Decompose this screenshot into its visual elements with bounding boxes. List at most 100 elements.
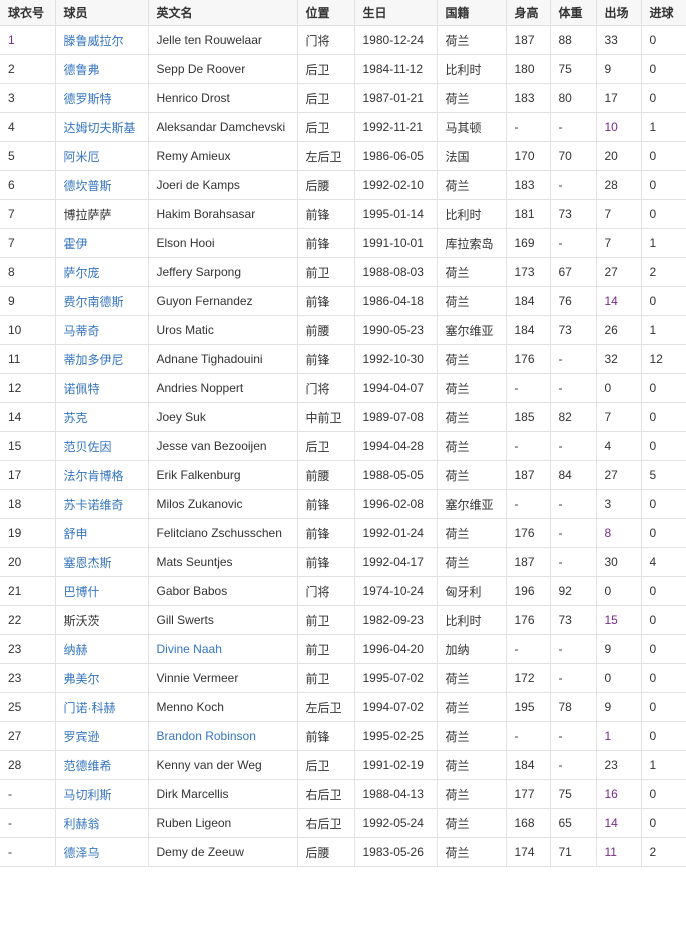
cell-weight: 73 — [549, 199, 597, 229]
cell-height: 185 — [505, 402, 551, 432]
cell-number: 9 — [0, 286, 56, 316]
cell-english-name: Jelle ten Rouwelaar — [147, 25, 298, 55]
cell-appearances: 10 — [595, 112, 642, 142]
cell-height: 172 — [505, 663, 551, 693]
cell-weight: - — [549, 547, 597, 577]
player-link[interactable]: 范贝佐因 — [63, 439, 112, 454]
player-link[interactable]: 罗宾逊 — [63, 729, 100, 744]
cell-birthday: 1996-04-20 — [353, 634, 438, 664]
cell-height: 181 — [505, 199, 551, 229]
column-header-goals: 进球 — [640, 0, 686, 26]
cell-weight: 84 — [549, 460, 597, 490]
appearances-link[interactable]: 16 — [604, 787, 618, 801]
cell-birthday: 1986-04-18 — [353, 286, 438, 316]
appearances-link[interactable]: 1 — [604, 729, 612, 743]
player-link[interactable]: 舒申 — [63, 526, 88, 541]
player-link[interactable]: 门诺·科赫 — [63, 700, 116, 715]
player-link[interactable]: 苏卡诺维奇 — [63, 497, 124, 512]
cell-position: 左后卫 — [296, 141, 355, 171]
player-link[interactable]: 诺佩特 — [63, 381, 100, 396]
appearances-link[interactable]: 14 — [604, 816, 618, 830]
cell-player: 德罗斯特 — [54, 83, 149, 113]
player-link[interactable]: 马切利斯 — [63, 787, 112, 802]
player-link[interactable]: 马蒂奇 — [63, 323, 100, 338]
english-name-link[interactable]: Divine Naah — [156, 642, 222, 656]
cell-english-name: Demy de Zeeuw — [147, 837, 298, 867]
cell-number: 7 — [0, 199, 56, 229]
cell-player: 舒申 — [54, 518, 149, 548]
cell-weight: 73 — [549, 315, 597, 345]
cell-nationality: 匈牙利 — [436, 576, 507, 606]
cell-birthday: 1992-02-10 — [353, 170, 438, 200]
appearances-link[interactable]: 15 — [604, 613, 618, 627]
cell-nationality: 荷兰 — [436, 750, 507, 780]
cell-appearances: 3 — [595, 489, 642, 519]
cell-birthday: 1974-10-24 — [353, 576, 438, 606]
cell-nationality: 荷兰 — [436, 431, 507, 461]
cell-player: 塞恩杰斯 — [54, 547, 149, 577]
table-row: 3 德罗斯特 Henrico Drost 后卫 1987-01-21 荷兰 183 80 17 0 — [0, 83, 686, 113]
appearances-link[interactable]: 10 — [604, 120, 618, 134]
cell-height: - — [505, 634, 551, 664]
player-link[interactable]: 法尔肯博格 — [63, 468, 124, 483]
cell-position: 前锋 — [296, 344, 355, 374]
player-link[interactable]: 阿米厄 — [63, 149, 100, 164]
cell-number: 5 — [0, 141, 56, 171]
table-row: 10 马蒂奇 Uros Matic 前腰 1990-05-23 塞尔维亚 184 73 26 1 — [0, 315, 686, 345]
cell-birthday: 1992-01-24 — [353, 518, 438, 548]
cell-player: 萨尔庞 — [54, 257, 149, 287]
cell-birthday: 1986-06-05 — [353, 141, 438, 171]
cell-position: 后腰 — [296, 170, 355, 200]
cell-appearances: 33 — [595, 25, 642, 55]
table-row: 14 苏克 Joey Suk 中前卫 1989-07-08 荷兰 185 82 7 0 — [0, 402, 686, 432]
cell-goals: 5 — [640, 460, 686, 490]
column-header-birthday: 生日 — [353, 0, 438, 26]
player-link[interactable]: 达姆切夫斯基 — [63, 120, 136, 135]
player-link[interactable]: 弗美尔 — [63, 671, 100, 686]
cell-position: 前卫 — [296, 605, 355, 635]
cell-position: 门将 — [296, 373, 355, 403]
player-link[interactable]: 德坎普斯 — [63, 178, 112, 193]
appearances-link[interactable]: 11 — [604, 845, 617, 859]
cell-number: 11 — [0, 344, 56, 374]
player-link[interactable]: 德泽乌 — [63, 845, 100, 860]
player-link[interactable]: 塞恩杰斯 — [63, 555, 112, 570]
cell-birthday: 1994-07-02 — [353, 692, 438, 722]
player-link[interactable]: 德罗斯特 — [63, 91, 112, 106]
cell-height: 170 — [505, 141, 551, 171]
player-link[interactable]: 纳赫 — [63, 642, 88, 657]
cell-goals: 2 — [640, 257, 686, 287]
player-link[interactable]: 滕鲁威拉尔 — [63, 33, 124, 48]
cell-nationality: 荷兰 — [436, 83, 507, 113]
cell-english-name: Vinnie Vermeer — [147, 663, 298, 693]
cell-height: 176 — [505, 605, 551, 635]
appearances-link[interactable]: 8 — [604, 526, 612, 540]
cell-appearances: 30 — [595, 547, 642, 577]
player-link[interactable]: 德鲁弗 — [63, 62, 100, 77]
cell-player: 罗宾逊 — [54, 721, 149, 751]
player-link[interactable]: 范德维希 — [63, 758, 112, 773]
cell-number: 15 — [0, 431, 56, 461]
cell-goals: 0 — [640, 141, 686, 171]
cell-birthday: 1991-02-19 — [353, 750, 438, 780]
player-link[interactable]: 巴博什 — [63, 584, 100, 599]
cell-position: 中前卫 — [296, 402, 355, 432]
cell-goals: 0 — [640, 25, 686, 55]
player-link[interactable]: 苏克 — [63, 410, 88, 425]
cell-goals: 0 — [640, 83, 686, 113]
cell-number: - — [0, 808, 56, 838]
number-link[interactable]: 1 — [8, 33, 15, 47]
player-link[interactable]: 萨尔庞 — [63, 265, 100, 280]
cell-weight: 73 — [549, 605, 597, 635]
table-row: 28 范德维希 Kenny van der Weg 后卫 1991-02-19 荷兰 184… — [0, 750, 686, 780]
cell-nationality: 法国 — [436, 141, 507, 171]
player-link[interactable]: 蒂加多伊尼 — [63, 352, 124, 367]
cell-goals: 4 — [640, 547, 686, 577]
player-link[interactable]: 利赫翁 — [63, 816, 100, 831]
player-link[interactable]: 费尔南德斯 — [63, 294, 124, 309]
table-row: 1 滕鲁威拉尔 Jelle ten Rouwelaar 门将 1980-12-24 荷兰 1… — [0, 25, 686, 55]
cell-number: 18 — [0, 489, 56, 519]
player-link[interactable]: 霍伊 — [63, 236, 88, 251]
english-name-link[interactable]: Brandon Robinson — [156, 729, 256, 743]
appearances-link[interactable]: 14 — [604, 294, 618, 308]
